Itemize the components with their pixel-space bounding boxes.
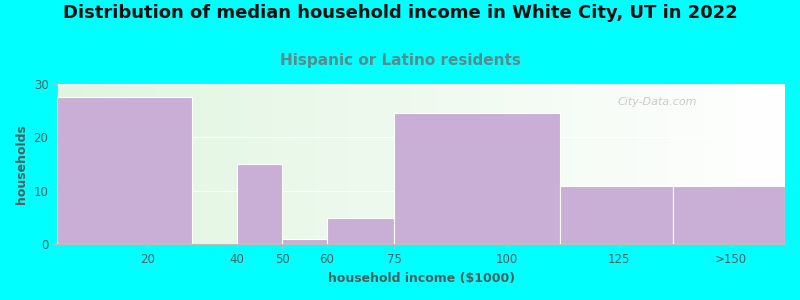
- Text: Distribution of median household income in White City, UT in 2022: Distribution of median household income …: [62, 4, 738, 22]
- X-axis label: household income ($1000): household income ($1000): [328, 272, 514, 285]
- Y-axis label: households: households: [15, 124, 28, 204]
- Bar: [394, 113, 561, 244]
- Bar: [282, 239, 327, 244]
- Bar: [58, 98, 192, 244]
- Bar: [237, 164, 282, 244]
- Text: Hispanic or Latino residents: Hispanic or Latino residents: [279, 52, 521, 68]
- Text: City-Data.com: City-Data.com: [618, 97, 697, 107]
- Bar: [327, 218, 394, 244]
- Bar: [561, 186, 673, 244]
- Bar: [673, 186, 785, 244]
